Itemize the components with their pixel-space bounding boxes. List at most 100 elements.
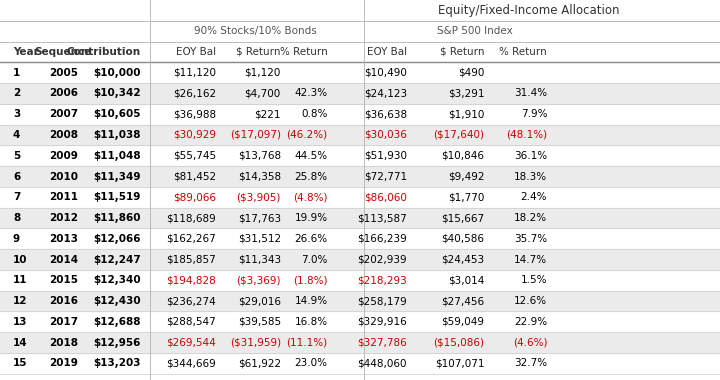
Text: 7: 7 <box>13 192 20 202</box>
Text: 4: 4 <box>13 130 20 140</box>
Text: 9: 9 <box>13 234 20 244</box>
Text: $86,060: $86,060 <box>364 192 407 202</box>
Text: $258,179: $258,179 <box>357 296 407 306</box>
Text: $36,988: $36,988 <box>173 109 216 119</box>
Text: 12: 12 <box>13 296 27 306</box>
Text: (11.1%): (11.1%) <box>287 337 328 348</box>
Text: 18.2%: 18.2% <box>514 213 547 223</box>
Text: 2009: 2009 <box>49 151 78 161</box>
Text: 2007: 2007 <box>49 109 78 119</box>
Text: 2008: 2008 <box>49 130 78 140</box>
Text: $10,000: $10,000 <box>94 68 141 78</box>
Text: $10,846: $10,846 <box>441 151 485 161</box>
Text: S&P 500 Index: S&P 500 Index <box>437 26 513 36</box>
Text: 2015: 2015 <box>49 276 78 285</box>
Text: $12,066: $12,066 <box>94 234 141 244</box>
Text: 36.1%: 36.1% <box>514 151 547 161</box>
Text: $12,247: $12,247 <box>94 255 141 264</box>
Text: $11,519: $11,519 <box>94 192 141 202</box>
Text: $15,667: $15,667 <box>441 213 485 223</box>
Text: 7.9%: 7.9% <box>521 109 547 119</box>
Text: 18.3%: 18.3% <box>514 171 547 182</box>
Text: $17,763: $17,763 <box>238 213 281 223</box>
Text: $113,587: $113,587 <box>357 213 407 223</box>
Text: 14: 14 <box>13 337 27 348</box>
Text: $72,771: $72,771 <box>364 171 407 182</box>
Text: $12,688: $12,688 <box>94 317 141 327</box>
Text: 3: 3 <box>13 109 20 119</box>
Text: (48.1%): (48.1%) <box>506 130 547 140</box>
Text: 16.8%: 16.8% <box>294 317 328 327</box>
Text: 7.0%: 7.0% <box>301 255 328 264</box>
Text: 10: 10 <box>13 255 27 264</box>
Text: $3,014: $3,014 <box>448 276 485 285</box>
Text: EOY Bal: EOY Bal <box>176 47 216 57</box>
Text: 2.4%: 2.4% <box>521 192 547 202</box>
Text: 35.7%: 35.7% <box>514 234 547 244</box>
Text: 14.7%: 14.7% <box>514 255 547 264</box>
Text: (46.2%): (46.2%) <box>287 130 328 140</box>
Text: $12,956: $12,956 <box>94 337 141 348</box>
Text: $11,860: $11,860 <box>94 213 141 223</box>
Bar <box>0 291 720 312</box>
Text: 2005: 2005 <box>49 68 78 78</box>
Text: $269,544: $269,544 <box>166 337 216 348</box>
Bar <box>0 207 720 228</box>
Text: 2010: 2010 <box>49 171 78 182</box>
Text: $11,343: $11,343 <box>238 255 281 264</box>
Bar <box>0 166 720 187</box>
Text: 2012: 2012 <box>49 213 78 223</box>
Text: 15: 15 <box>13 358 27 368</box>
Text: 11: 11 <box>13 276 27 285</box>
Text: Equity/Fixed-Income Allocation: Equity/Fixed-Income Allocation <box>438 4 620 17</box>
Text: $218,293: $218,293 <box>357 276 407 285</box>
Text: $194,828: $194,828 <box>166 276 216 285</box>
Text: $288,547: $288,547 <box>166 317 216 327</box>
Text: (4.8%): (4.8%) <box>293 192 328 202</box>
Text: $1,910: $1,910 <box>448 109 485 119</box>
Text: 19.9%: 19.9% <box>294 213 328 223</box>
Bar <box>0 83 720 104</box>
Text: 32.7%: 32.7% <box>514 358 547 368</box>
Text: 42.3%: 42.3% <box>294 89 328 98</box>
Text: $55,745: $55,745 <box>173 151 216 161</box>
Text: ($3,905): ($3,905) <box>236 192 281 202</box>
Text: Sequence: Sequence <box>35 47 92 57</box>
Text: $3,291: $3,291 <box>448 89 485 98</box>
Text: 2017: 2017 <box>49 317 78 327</box>
Text: $166,239: $166,239 <box>357 234 407 244</box>
Text: EOY Bal: EOY Bal <box>366 47 407 57</box>
Text: $448,060: $448,060 <box>357 358 407 368</box>
Text: $29,016: $29,016 <box>238 296 281 306</box>
Text: 2019: 2019 <box>49 358 78 368</box>
Text: 8: 8 <box>13 213 20 223</box>
Text: $36,638: $36,638 <box>364 109 407 119</box>
Text: $51,930: $51,930 <box>364 151 407 161</box>
Text: $344,669: $344,669 <box>166 358 216 368</box>
Text: $236,274: $236,274 <box>166 296 216 306</box>
Text: $162,267: $162,267 <box>166 234 216 244</box>
Text: $10,605: $10,605 <box>94 109 141 119</box>
Text: ($3,369): ($3,369) <box>236 276 281 285</box>
Text: ($15,086): ($15,086) <box>433 337 485 348</box>
Text: $31,512: $31,512 <box>238 234 281 244</box>
Text: Contribution: Contribution <box>67 47 141 57</box>
Text: $9,492: $9,492 <box>448 171 485 182</box>
Text: 26.6%: 26.6% <box>294 234 328 244</box>
Bar <box>0 249 720 270</box>
Text: 13: 13 <box>13 317 27 327</box>
Text: $185,857: $185,857 <box>166 255 216 264</box>
Text: (1.8%): (1.8%) <box>293 276 328 285</box>
Text: 44.5%: 44.5% <box>294 151 328 161</box>
Text: 2014: 2014 <box>49 255 78 264</box>
Text: 12.6%: 12.6% <box>514 296 547 306</box>
Text: $27,456: $27,456 <box>441 296 485 306</box>
Text: $1,120: $1,120 <box>244 68 281 78</box>
Text: 31.4%: 31.4% <box>514 89 547 98</box>
Text: $490: $490 <box>458 68 485 78</box>
Text: 2016: 2016 <box>49 296 78 306</box>
Text: $329,916: $329,916 <box>357 317 407 327</box>
Text: $327,786: $327,786 <box>357 337 407 348</box>
Text: % Return: % Return <box>500 47 547 57</box>
Text: $ Return: $ Return <box>236 47 281 57</box>
